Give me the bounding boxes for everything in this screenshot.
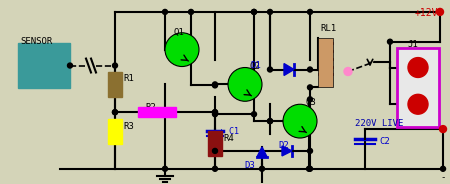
Text: Q1: Q1 [174, 28, 185, 37]
Circle shape [252, 9, 256, 14]
Circle shape [212, 110, 217, 115]
Circle shape [408, 58, 428, 77]
FancyBboxPatch shape [397, 48, 439, 127]
Text: + C1: + C1 [219, 127, 239, 136]
Circle shape [212, 110, 217, 115]
Bar [138, 107, 176, 117]
Circle shape [306, 166, 311, 171]
Text: R3: R3 [123, 122, 134, 131]
Text: C2: C2 [379, 137, 390, 146]
Polygon shape [284, 63, 294, 75]
Circle shape [189, 9, 194, 14]
Circle shape [307, 9, 312, 14]
Circle shape [252, 112, 256, 117]
Text: SENSOR: SENSOR [20, 37, 52, 46]
Text: D1: D1 [250, 61, 261, 70]
Circle shape [307, 166, 312, 171]
Text: -: - [440, 173, 445, 182]
Circle shape [387, 39, 392, 44]
Circle shape [436, 8, 444, 15]
Circle shape [267, 119, 273, 124]
Bar [108, 119, 122, 144]
Circle shape [440, 126, 446, 132]
Circle shape [212, 148, 217, 153]
Circle shape [162, 9, 167, 14]
Text: R4: R4 [223, 134, 234, 143]
Polygon shape [282, 146, 292, 156]
Text: Q2: Q2 [250, 62, 261, 70]
Circle shape [441, 166, 446, 171]
Circle shape [112, 63, 117, 68]
Text: RL1: RL1 [320, 24, 336, 33]
Circle shape [228, 68, 262, 101]
Bar [208, 131, 222, 156]
Circle shape [212, 112, 217, 117]
Polygon shape [257, 147, 267, 157]
Circle shape [307, 148, 312, 153]
Circle shape [212, 166, 217, 171]
Circle shape [162, 166, 167, 171]
Circle shape [344, 68, 352, 75]
Circle shape [112, 110, 117, 115]
Text: D3: D3 [244, 161, 255, 170]
Circle shape [267, 119, 273, 124]
Circle shape [212, 82, 217, 87]
Bar [318, 38, 333, 87]
Circle shape [212, 83, 217, 88]
Circle shape [408, 94, 428, 114]
Circle shape [267, 67, 273, 72]
Circle shape [307, 85, 312, 90]
Circle shape [307, 67, 312, 72]
Circle shape [165, 33, 199, 67]
Text: Q3: Q3 [305, 98, 316, 107]
Bar [108, 72, 122, 97]
Circle shape [267, 9, 273, 14]
Text: R1: R1 [123, 75, 134, 84]
Text: +12V: +12V [415, 8, 438, 18]
Text: J1: J1 [407, 40, 418, 49]
Circle shape [112, 110, 117, 115]
Text: D2: D2 [278, 141, 289, 150]
Text: 220V LIVE: 220V LIVE [355, 119, 403, 128]
Bar [18, 43, 70, 88]
Circle shape [283, 104, 317, 138]
Circle shape [307, 97, 312, 102]
Circle shape [252, 9, 256, 14]
Circle shape [68, 63, 72, 68]
Text: R2: R2 [145, 103, 156, 112]
Circle shape [260, 166, 265, 171]
